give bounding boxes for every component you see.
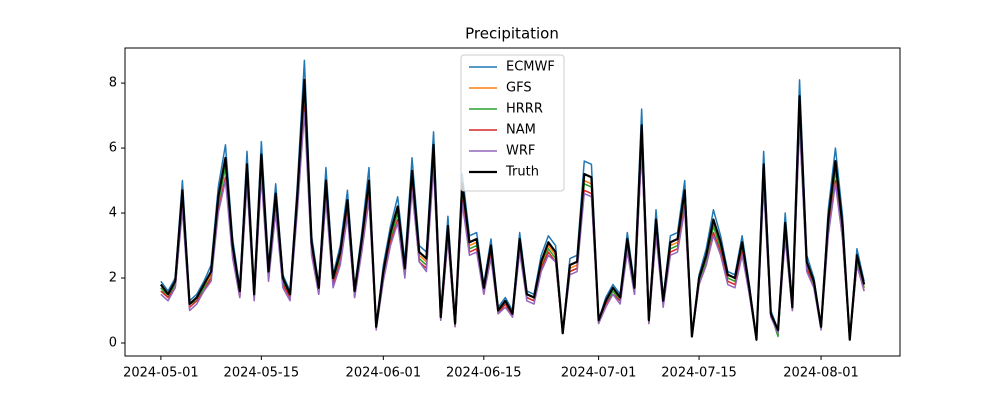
x-tick-label: 2024-07-01 — [561, 366, 637, 381]
legend-label: ECMWF — [506, 60, 555, 75]
legend-label: Truth — [505, 165, 539, 180]
y-tick-label: 0 — [109, 336, 117, 351]
legend-label: HRRR — [506, 102, 543, 117]
chart-title: Precipitation — [465, 25, 559, 43]
legend-label: WRF — [506, 144, 535, 159]
series-line — [159, 78, 866, 341]
y-tick-label: 6 — [109, 141, 117, 156]
series-line — [160, 111, 865, 341]
y-tick-label: 2 — [109, 271, 117, 286]
legend-label: GFS — [506, 81, 532, 96]
legend-label: NAM — [506, 123, 536, 138]
x-tick-label: 2024-08-01 — [783, 366, 859, 381]
x-tick-label: 2024-06-01 — [346, 366, 422, 381]
plot-frame — [124, 47, 901, 357]
x-tick-label: 2024-06-15 — [446, 366, 522, 381]
x-tick-label: 2024-05-15 — [224, 366, 300, 381]
legend-box — [460, 54, 565, 192]
y-tick-label: 4 — [109, 206, 117, 221]
x-tick-label: 2024-07-15 — [661, 366, 737, 381]
y-tick-label: 8 — [109, 76, 117, 91]
x-tick-label: 2024-05-01 — [123, 366, 199, 381]
